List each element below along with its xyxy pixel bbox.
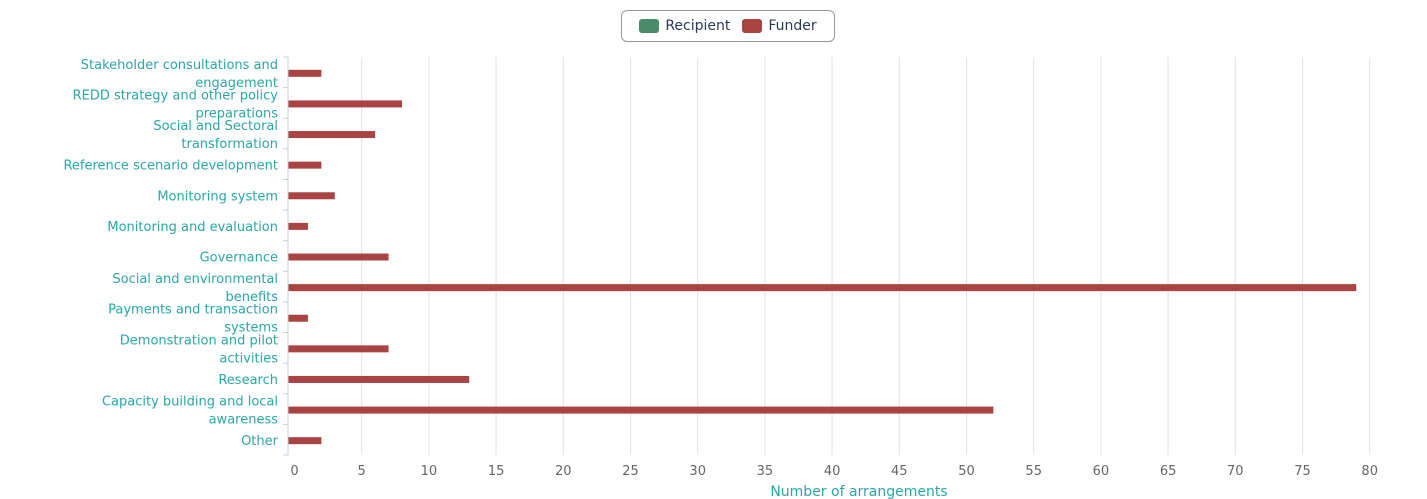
bar-funder-1[interactable] — [288, 100, 403, 108]
x-tick-label-60: 60 — [1093, 464, 1110, 479]
bar-funder-9[interactable] — [288, 345, 389, 353]
legend-item-recipient[interactable]: Recipient — [639, 18, 730, 34]
x-tick-label-50: 50 — [958, 464, 975, 479]
x-tick-label-0: 0 — [290, 464, 298, 479]
category-label-12: Other — [241, 434, 279, 449]
category-label-8: Payments and transaction systems — [108, 303, 278, 336]
category-label-2: Social and Sectoral transformation — [153, 119, 278, 152]
category-label-11: Capacity building and local awareness — [102, 395, 278, 428]
x-tick-label-40: 40 — [824, 464, 841, 479]
x-tick-label-65: 65 — [1160, 464, 1177, 479]
x-tick-label-35: 35 — [757, 464, 774, 479]
axes — [283, 56, 289, 456]
category-label-6: Governance — [200, 251, 278, 266]
category-label-10: Research — [218, 373, 278, 388]
category-label-0: Stakeholder consultations and engagement — [81, 58, 278, 91]
x-tick-label-10: 10 — [421, 464, 438, 479]
bar-funder-5[interactable] — [288, 222, 308, 230]
x-tick-label-45: 45 — [891, 464, 908, 479]
x-tick-label-25: 25 — [622, 464, 639, 479]
x-axis-title: Number of arrangements — [770, 484, 947, 499]
bar-funder-4[interactable] — [288, 192, 335, 200]
bar-funder-8[interactable] — [288, 314, 308, 322]
bar-funder-11[interactable] — [288, 406, 994, 414]
legend-item-funder[interactable]: Funder — [742, 18, 817, 34]
bar-funder-0[interactable] — [288, 69, 322, 77]
x-tick-label-15: 15 — [488, 464, 505, 479]
category-label-5: Monitoring and evaluation — [107, 220, 278, 235]
x-tick-label-30: 30 — [689, 464, 706, 479]
bar-funder-6[interactable] — [288, 253, 389, 261]
bar-funder-10[interactable] — [288, 375, 470, 383]
x-tick-labels: 0510152025303540455055606570758085 — [290, 464, 1378, 479]
x-tick-label-20: 20 — [555, 464, 572, 479]
legend-label-recipient: Recipient — [665, 18, 731, 34]
x-tick-label-5: 5 — [358, 464, 366, 479]
bar-funder-2[interactable] — [288, 131, 376, 139]
x-tick-label-70: 70 — [1227, 464, 1244, 479]
bars — [288, 69, 1357, 445]
x-tick-label-55: 55 — [1025, 464, 1042, 479]
category-label-1: REDD strategy and other policy preparatio… — [73, 88, 279, 121]
category-label-9: Demonstration and pilot activities — [120, 333, 278, 366]
grid — [361, 57, 1371, 455]
legend-label-funder: Funder — [768, 18, 817, 34]
category-label-7: Social and environmental benefits — [112, 272, 278, 305]
legend: Recipient Funder — [621, 10, 835, 42]
bar-funder-12[interactable] — [288, 437, 322, 445]
bar-funder-7[interactable] — [288, 284, 1357, 292]
bar-funder-3[interactable] — [288, 161, 322, 169]
category-label-3: Reference scenario development — [63, 159, 278, 174]
x-tick-label-80: 80 — [1361, 464, 1378, 479]
x-tick-label-75: 75 — [1294, 464, 1311, 479]
category-label-4: Monitoring system — [157, 189, 278, 204]
legend-swatch-funder — [742, 19, 763, 33]
legend-swatch-recipient — [639, 19, 660, 33]
category-labels: Stakeholder consultations and engagementR… — [63, 58, 278, 449]
